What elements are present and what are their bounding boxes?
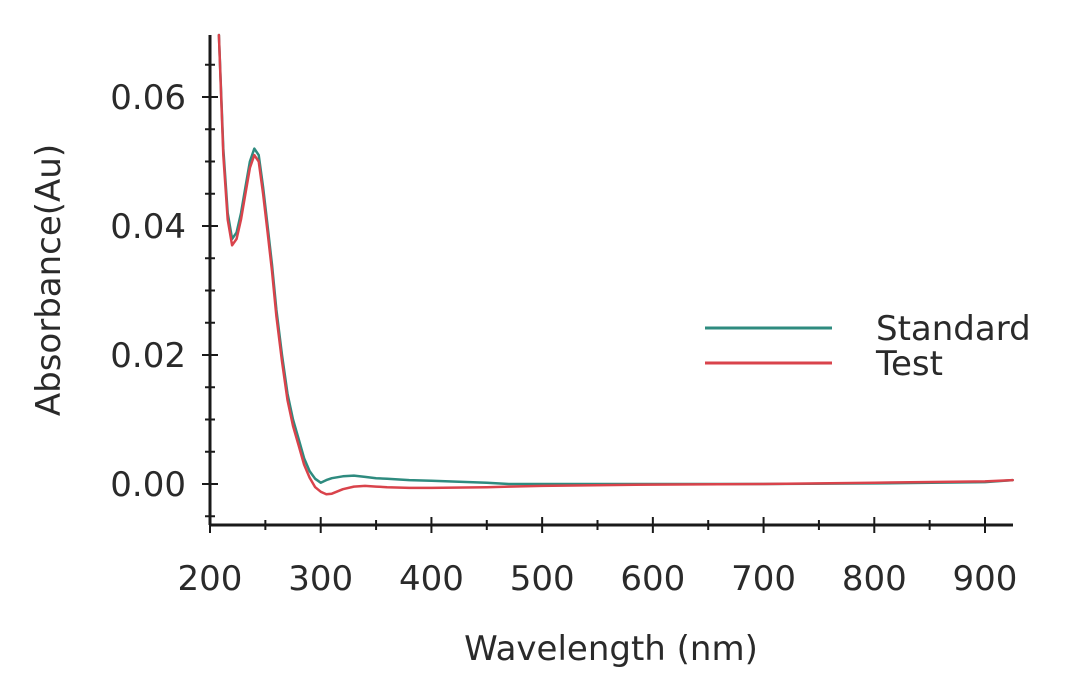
x-tick-label: 800 [842,559,907,599]
y-tick-label: 0.04 [110,207,186,247]
y-tick-label: 0.06 [110,78,186,118]
x-axis-tick-labels: 200 300 400 500 600 700 800 900 [178,559,1018,599]
legend-label-test: Test [875,344,943,384]
plot-area: 0.00 0.02 0.04 0.06 200 300 400 500 600 700 800 90… [110,33,1018,599]
y-tick-label: 0.00 [110,465,186,505]
y-axis-title: Absorbance(Au) [29,144,69,416]
x-tick-label: 900 [953,559,1018,599]
x-tick-label: 500 [510,559,575,599]
series-lines [217,33,1014,496]
series-line-test [217,33,1014,496]
y-tick-label: 0.02 [110,336,186,376]
x-tick-label: 400 [399,559,464,599]
x-axis-ticks [209,517,986,533]
x-tick-label: 200 [178,559,243,599]
x-tick-label: 600 [620,559,685,599]
x-tick-label: 700 [731,559,796,599]
y-axis-tick-labels: 0.00 0.02 0.04 0.06 [110,78,186,505]
legend-label-standard: Standard [876,309,1031,349]
x-tick-label: 300 [288,559,353,599]
y-axis-ticks [202,63,218,518]
legend: Standard Test [705,309,1031,384]
x-axis-title: Wavelength (nm) [464,629,758,669]
series-line-standard [217,33,1014,486]
